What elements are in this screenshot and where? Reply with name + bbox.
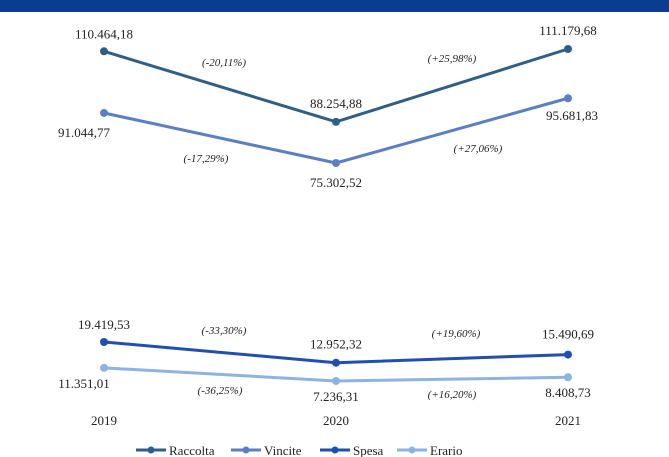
- data-label-raccolta: 110.464,18: [75, 26, 133, 41]
- legend-label-spesa: Spesa: [353, 443, 384, 457]
- data-point-raccolta: [332, 117, 340, 126]
- series-line-raccolta: [103, 47, 569, 124]
- change-label-erario: (+16,20%): [428, 389, 477, 401]
- legend-label-erario: Erario: [430, 443, 462, 457]
- legend-marker-raccolta: [147, 446, 155, 454]
- legend-marker-spesa: [331, 446, 339, 454]
- legend-marker-erario: [408, 446, 416, 454]
- header-bar: [0, 0, 669, 12]
- data-label-vincite: 91.044,77: [58, 125, 111, 140]
- change-label-raccolta: (+25,98%): [428, 53, 477, 65]
- data-label-spesa: 12.952,32: [310, 337, 362, 352]
- x-tick-label: 2021: [555, 413, 581, 428]
- data-point-vincite: [332, 159, 340, 167]
- change-label-vincite: (-17,29%): [184, 153, 229, 165]
- data-point-vincite: [100, 108, 108, 117]
- data-point-erario: [564, 373, 572, 382]
- data-label-vincite: 75.302,52: [310, 175, 362, 190]
- change-label-spesa: (-33,30%): [202, 325, 247, 337]
- data-label-spesa: 15.490,69: [542, 327, 594, 342]
- data-label-erario: 8.408,73: [545, 385, 591, 400]
- data-point-erario: [332, 377, 340, 385]
- legend-marker-vincite: [242, 446, 250, 454]
- change-label-raccolta: (-20,11%): [202, 57, 246, 69]
- data-point-spesa: [564, 350, 572, 359]
- legend-label-vincite: Vincite: [264, 443, 302, 457]
- data-label-vincite: 95.681,83: [546, 108, 598, 123]
- change-label-spesa: (+19,60%): [432, 328, 481, 340]
- data-label-erario: 7.236,31: [313, 389, 359, 404]
- change-label-vincite: (+27,06%): [454, 143, 503, 155]
- x-tick-label: 2019: [91, 413, 117, 428]
- data-label-spesa: 19.419,53: [78, 317, 130, 332]
- data-label-erario: 11.351,01: [58, 376, 110, 391]
- legend-label-raccolta: Raccolta: [169, 443, 215, 457]
- data-point-raccolta: [564, 45, 572, 53]
- x-tick-label: 2020: [323, 413, 349, 428]
- data-point-spesa: [332, 358, 340, 367]
- data-point-erario: [100, 363, 108, 372]
- data-label-raccolta: 88.254,88: [310, 96, 362, 111]
- data-point-spesa: [100, 338, 108, 346]
- data-label-raccolta: 111.179,68: [539, 23, 597, 38]
- change-label-erario: (-36,25%): [198, 385, 243, 397]
- data-point-vincite: [564, 94, 572, 103]
- data-point-raccolta: [100, 47, 108, 56]
